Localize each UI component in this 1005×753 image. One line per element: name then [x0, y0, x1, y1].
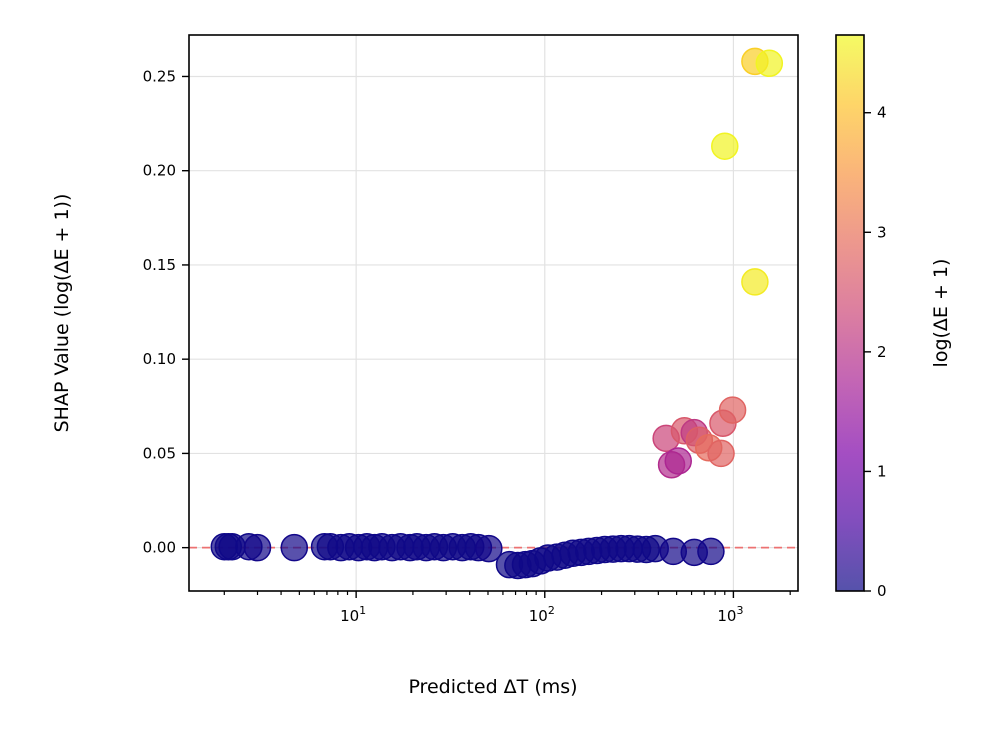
- grid-lines: [189, 35, 798, 591]
- y-tick-label: 0.05: [143, 444, 176, 462]
- y-tick-label: 0.00: [143, 539, 176, 557]
- colorbar-tick-label: 4: [877, 104, 887, 122]
- data-point: [711, 132, 739, 160]
- colorbar-tick-label: 2: [877, 343, 887, 361]
- data-point: [697, 537, 725, 566]
- colorbar-ticks: 0 1 2 3 4: [864, 104, 887, 600]
- plot-frame: [188, 34, 799, 592]
- colorbar-gradient: [836, 35, 864, 591]
- y-tick-label: 0.15: [143, 256, 176, 274]
- data-point: [475, 534, 503, 563]
- y-tick-label: 0.20: [143, 162, 176, 180]
- data-point: [707, 439, 735, 468]
- colorbar-tick-label: 0: [877, 582, 887, 600]
- data-point: [755, 49, 784, 78]
- colorbar-label: log(ΔE + 1): [930, 259, 952, 368]
- x-tick-label: 101: [340, 604, 366, 625]
- y-axis-ticks: 0.00 0.05 0.10 0.15 0.20 0.25: [143, 67, 189, 557]
- colorbar-tick-label: 1: [877, 462, 887, 480]
- data-point: [664, 447, 692, 475]
- scatter-points: [210, 47, 784, 580]
- x-axis-ticks: 101 102 103: [223, 591, 791, 625]
- y-tick-label: 0.25: [143, 67, 176, 85]
- colorbar-tick-label: 3: [877, 223, 887, 241]
- data-point: [243, 533, 272, 562]
- x-tick-label: 103: [717, 604, 743, 625]
- x-axis-label: Predicted ΔT (ms): [408, 676, 577, 698]
- y-tick-label: 0.10: [143, 350, 176, 368]
- data-point: [741, 268, 769, 296]
- colorbar: 0 1 2 3 4 log(ΔE + 1): [835, 34, 952, 600]
- colorbar-frame: [835, 34, 865, 592]
- x-tick-label: 102: [529, 604, 555, 625]
- y-axis-label: SHAP Value (log(ΔE + 1)): [51, 194, 73, 433]
- data-point: [718, 396, 747, 424]
- data-point: [280, 533, 309, 562]
